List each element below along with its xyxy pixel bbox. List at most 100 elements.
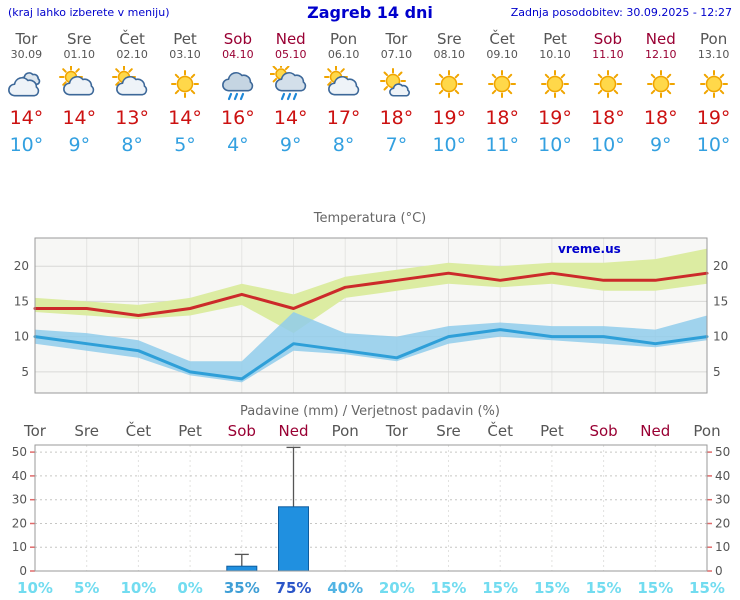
svg-text:0: 0 bbox=[715, 564, 723, 578]
precip-day-label: Sre bbox=[74, 422, 99, 440]
sunny-icon bbox=[581, 61, 634, 104]
day-name: Sob bbox=[593, 30, 622, 48]
day-column: Sob 11.10 18° 10° bbox=[581, 28, 634, 160]
precip-day-label: Pon bbox=[693, 422, 720, 440]
day-date: 09.10 bbox=[486, 48, 518, 61]
day-date: 07.10 bbox=[380, 48, 413, 61]
sunny-icon bbox=[423, 61, 476, 104]
precip-probability: 15% bbox=[431, 579, 467, 597]
day-column: Pon 13.10 19° 10° bbox=[687, 28, 740, 160]
svg-text:15: 15 bbox=[713, 294, 728, 308]
day-column: Tor 30.09 14° 10° bbox=[0, 28, 53, 160]
precip-probability: 15% bbox=[689, 579, 725, 597]
day-column: Pet 03.10 14° 5° bbox=[159, 28, 212, 160]
day-date: 13.10 bbox=[697, 48, 730, 61]
low-temp: 9° bbox=[279, 134, 302, 156]
day-column: Ned 12.10 18° 9° bbox=[634, 28, 687, 160]
precip-bar bbox=[278, 506, 309, 572]
day-date: 01.10 bbox=[63, 48, 96, 61]
day-name: Pet bbox=[173, 30, 197, 48]
precip-day-label: Pet bbox=[540, 422, 564, 440]
partly-cloudy-icon bbox=[317, 61, 370, 104]
day-column: Čet 02.10 13° 8° bbox=[106, 28, 159, 160]
day-column: Pon 06.10 17° 8° bbox=[317, 28, 370, 160]
day-date: 11.10 bbox=[592, 48, 624, 61]
precipitation-chart-title: Padavine (mm) / Verjetnost padavin (%) bbox=[240, 404, 500, 419]
header: (kraj lahko izberete v meniju) Zagreb 14… bbox=[0, 0, 740, 28]
partly-cloudy-icon bbox=[53, 61, 106, 104]
day-date: 12.10 bbox=[644, 48, 677, 61]
temperature-chart-title: Temperatura (°C) bbox=[313, 211, 427, 226]
temperature-chart: 5 5 10 10 15 15 20 20 vreme.us bbox=[14, 237, 728, 394]
day-column: Ned 05.10 14° 9° bbox=[264, 28, 317, 160]
precip-day-label: Čet bbox=[126, 421, 152, 440]
cloudy-icon bbox=[0, 61, 53, 104]
precip-day-label: Čet bbox=[487, 421, 513, 440]
svg-text:20: 20 bbox=[713, 259, 728, 273]
svg-text:5: 5 bbox=[21, 365, 29, 379]
day-date: 05.10 bbox=[274, 48, 307, 61]
svg-text:10: 10 bbox=[713, 330, 728, 344]
precip-day-label: Tor bbox=[23, 422, 47, 440]
days-row: Tor 30.09 14° 10° Sre 01.10 14° 9° Čet 02.10 13° 8°… bbox=[0, 28, 740, 160]
precip-day-label: Ned bbox=[640, 422, 670, 440]
day-column: Sob 04.10 16° 4° bbox=[211, 28, 264, 160]
low-temp: 11° bbox=[485, 134, 519, 156]
day-column: Pet 10.10 19° 10° bbox=[529, 28, 582, 160]
svg-text:10: 10 bbox=[14, 330, 29, 344]
low-temp: 10° bbox=[591, 134, 625, 156]
watermark-link[interactable]: vreme.us bbox=[558, 242, 621, 256]
precip-day-label: Ned bbox=[279, 422, 309, 440]
day-name: Ned bbox=[645, 30, 676, 48]
precip-probability: 35% bbox=[224, 579, 260, 597]
sunny-icon bbox=[159, 61, 212, 104]
day-name: Pet bbox=[543, 30, 567, 48]
menu-hint-text: (kraj lahko izberete v meniju) bbox=[8, 6, 170, 19]
low-temp: 8° bbox=[332, 134, 355, 156]
high-temp: 18° bbox=[643, 107, 678, 129]
svg-text:20: 20 bbox=[715, 517, 730, 531]
high-temp: 19° bbox=[432, 107, 467, 129]
day-name: Sre bbox=[66, 30, 92, 48]
high-temp: 17° bbox=[326, 107, 361, 129]
low-temp: 9° bbox=[649, 134, 672, 156]
svg-text:5: 5 bbox=[713, 365, 721, 379]
precip-probability: 20% bbox=[379, 579, 415, 597]
svg-text:0: 0 bbox=[19, 564, 27, 578]
precip-probability: 15% bbox=[534, 579, 570, 597]
precip-probability: 75% bbox=[276, 579, 312, 597]
precip-probability: 0% bbox=[177, 579, 202, 597]
precipitation-chart: Tor Sre Čet Pet Sob Ned Pon Tor Sre Čet Pet Sob Ned P… bbox=[12, 421, 731, 597]
day-date: 03.10 bbox=[169, 48, 201, 61]
low-temp: 10° bbox=[696, 134, 731, 156]
low-temp: 7° bbox=[385, 134, 408, 156]
precip-probability: 10% bbox=[17, 579, 53, 597]
day-name: Tor bbox=[385, 30, 408, 48]
precip-day-label: Pet bbox=[178, 422, 202, 440]
svg-text:10: 10 bbox=[12, 540, 27, 554]
mostly-sunny-icon bbox=[370, 61, 423, 104]
precip-bar bbox=[226, 565, 258, 572]
low-temp: 4° bbox=[227, 134, 249, 156]
sunny-icon bbox=[529, 61, 582, 104]
svg-text:30: 30 bbox=[12, 493, 27, 507]
svg-text:40: 40 bbox=[12, 469, 27, 483]
day-date: 08.10 bbox=[433, 48, 466, 61]
day-date: 06.10 bbox=[327, 48, 360, 61]
precip-probability: 5% bbox=[74, 579, 99, 597]
day-date: 10.10 bbox=[539, 48, 571, 61]
page-title: Zagreb 14 dni bbox=[307, 3, 433, 22]
day-date: 30.09 bbox=[10, 48, 43, 61]
day-name: Čet bbox=[119, 30, 145, 48]
precip-day-label: Sob bbox=[589, 422, 617, 440]
high-temp: 14° bbox=[62, 107, 97, 129]
precip-probability: 15% bbox=[482, 579, 518, 597]
low-temp: 10° bbox=[432, 134, 467, 156]
svg-text:20: 20 bbox=[14, 259, 29, 273]
svg-text:40: 40 bbox=[715, 469, 730, 483]
svg-text:50: 50 bbox=[715, 445, 730, 459]
day-name: Sob bbox=[223, 30, 252, 48]
high-temp: 14° bbox=[273, 107, 308, 129]
precip-probability: 10% bbox=[120, 579, 156, 597]
